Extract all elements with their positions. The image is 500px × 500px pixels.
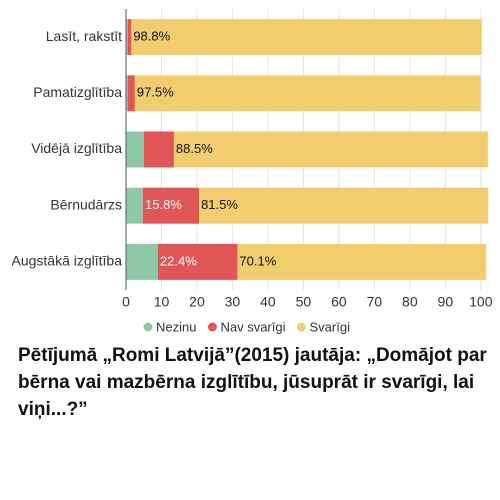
chart-title: Pētījumā „Romi Latvijā”(2015) jautāja: „…: [18, 345, 487, 420]
x-tick-label: 0: [122, 294, 130, 310]
legend-label: Svarīgi: [310, 319, 351, 334]
x-tick-label: 10: [154, 294, 170, 310]
bar-segment: [143, 131, 174, 168]
bar-segment: [237, 243, 487, 280]
bar-segment: [126, 243, 158, 280]
value-label: 97.5%: [137, 85, 174, 100]
legend-marker: [207, 322, 217, 332]
bar-segment: [126, 187, 144, 224]
y-tick-label: Lasīt, rakstīt: [46, 28, 122, 44]
value-label: 22.4%: [160, 253, 197, 268]
bar-segment: [199, 187, 489, 224]
y-tick-label: Pamatizglītība: [33, 84, 122, 100]
y-tick-label: Bērnudārzs: [50, 196, 122, 212]
bar-segment: [127, 19, 132, 56]
bar-segment: [134, 75, 481, 112]
x-tick-label: 100: [469, 294, 493, 310]
x-tick-label: 90: [438, 294, 454, 310]
x-tick-label: 80: [402, 294, 418, 310]
x-tick-label: 40: [260, 294, 276, 310]
bar-segment: [157, 243, 238, 280]
x-tick-label: 50: [296, 294, 312, 310]
bar-segment: [127, 75, 135, 112]
bar-segment: [173, 131, 488, 168]
x-tick-label: 70: [367, 294, 383, 310]
value-label: 15.8%: [145, 197, 182, 212]
legend-label: Nezinu: [156, 319, 196, 334]
value-label: 70.1%: [239, 253, 276, 268]
legend-marker: [297, 322, 306, 332]
bar-segment: [143, 187, 200, 224]
bar-segment: [126, 19, 128, 56]
value-label: 88.5%: [176, 141, 213, 156]
y-tick-label: Augstākā izglītība: [11, 253, 122, 269]
chart: 0 10 20 30 40 50 60 70 80 90 100 Lasīt, rakstīt 98.8…: [11, 9, 493, 334]
bar-segment: [126, 131, 144, 168]
x-tick-label: 30: [225, 294, 241, 310]
y-tick-label: Vidējā izglītība: [31, 140, 122, 156]
x-tick-label: 60: [331, 294, 347, 310]
bar-segment: [131, 19, 482, 56]
value-label: 98.8%: [133, 29, 170, 44]
bar-segment: [126, 75, 128, 112]
x-tick-label: 20: [189, 294, 205, 310]
value-label: 81.5%: [201, 197, 238, 212]
legend-marker: [143, 322, 153, 332]
legend-label: Nav svarīgi: [220, 319, 285, 334]
